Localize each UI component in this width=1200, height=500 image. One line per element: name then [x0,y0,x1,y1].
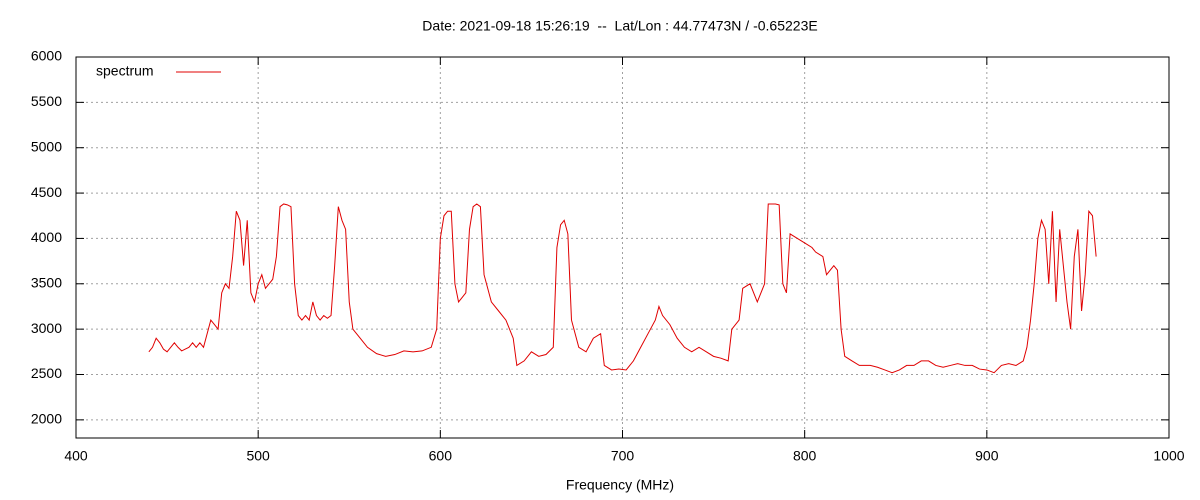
x-tick-label: 900 [975,448,999,464]
y-tick-label: 2000 [31,411,62,427]
y-tick-label: 5000 [31,138,62,154]
x-tick-label: 700 [611,448,635,464]
plot-frame [75,56,1170,439]
legend-label: spectrum [96,63,154,79]
y-tick-label: 3500 [31,274,62,290]
y-tick-label: 2500 [31,365,62,381]
y-tick-label: 4500 [31,184,62,200]
y-tick-label: 4000 [31,229,62,245]
x-axis-label: Frequency (MHz) [566,477,674,493]
x-tick-label: 1000 [1153,448,1184,464]
chart-title: Date: 2021-09-18 15:26:19 -- Lat/Lon : 4… [422,18,817,34]
x-tick-label: 500 [246,448,270,464]
y-tick-label: 6000 [31,48,62,64]
x-tick-label: 800 [793,448,817,464]
spectrum-line [148,203,1097,374]
x-tick-label: 600 [429,448,453,464]
x-tick-label: 400 [64,448,88,464]
y-tick-label: 5500 [31,93,62,109]
y-tick-label: 3000 [31,320,62,336]
